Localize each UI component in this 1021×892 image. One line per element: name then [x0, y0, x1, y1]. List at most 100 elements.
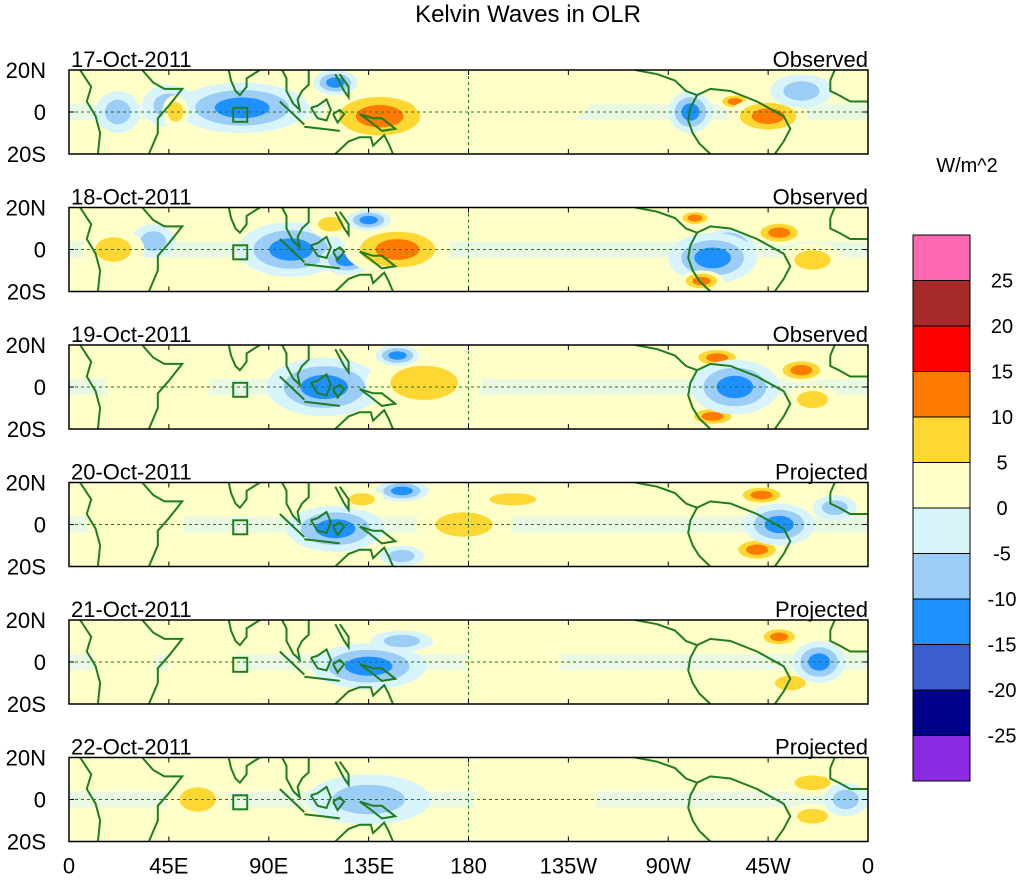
- colorbar-swatch: [912, 598, 971, 645]
- y-tick-label: 20N: [6, 608, 46, 633]
- chart-title: Kelvin Waves in OLR: [415, 1, 641, 28]
- coastline: [227, 482, 261, 510]
- coastline: [334, 545, 394, 567]
- y-tick-label: 0: [34, 650, 46, 675]
- coastline: [687, 369, 712, 429]
- coastline: [359, 250, 398, 270]
- colorbar-tick-label: 0: [996, 498, 1007, 520]
- anomaly-contour: [464, 645, 562, 679]
- coastline: [634, 620, 792, 704]
- anomaly-contour: [332, 784, 405, 815]
- coastline: [332, 796, 346, 812]
- coastline: [227, 70, 261, 97]
- coastline: [281, 70, 310, 113]
- anomaly-contour: [349, 493, 375, 506]
- y-tick-label: 20S: [7, 142, 46, 167]
- coastline: [79, 345, 102, 429]
- coastline: [310, 647, 332, 672]
- y-tick-label: 0: [34, 788, 46, 813]
- colorbar-tick-label: -10: [988, 589, 1017, 611]
- coastline: [634, 70, 792, 154]
- colorbar-swatch: [912, 644, 971, 691]
- anomaly-contour: [383, 634, 421, 648]
- coastline: [310, 372, 332, 397]
- colorbar-swatch: [912, 507, 971, 554]
- coastline: [79, 757, 102, 842]
- coastline: [281, 345, 310, 388]
- anomaly-contour: [326, 77, 345, 88]
- anomaly-contour: [794, 250, 831, 270]
- anomaly-contour: [770, 632, 789, 642]
- anomaly-contour: [687, 214, 703, 222]
- coastline: [334, 761, 350, 788]
- y-tick-label: 20N: [6, 333, 46, 358]
- colorbar-swatch: [912, 735, 971, 782]
- coastline: [334, 270, 394, 292]
- coastline: [332, 521, 346, 537]
- y-tick-label: 20N: [6, 471, 46, 496]
- region-box: [232, 794, 249, 811]
- coastline: [281, 207, 310, 251]
- anomaly-contour: [727, 98, 743, 105]
- coastline: [687, 94, 712, 154]
- x-tick-label: 0: [862, 854, 874, 879]
- anomaly-contour: [694, 247, 731, 269]
- coastline: [141, 70, 185, 154]
- coastline: [227, 345, 261, 372]
- region-box: [232, 106, 249, 123]
- coastline: [359, 663, 398, 682]
- panel-6: 20N 0 20S 22-Oct-2011 Projected: [6, 735, 869, 855]
- coastline: [359, 525, 398, 545]
- anomaly-contour: [774, 675, 806, 691]
- colorbar-swatch: [912, 371, 971, 418]
- region-box: [232, 519, 249, 536]
- colorbar-tick-label: -5: [993, 544, 1011, 566]
- anomaly-contour: [390, 486, 413, 496]
- region-box: [232, 244, 249, 261]
- anomaly-contour: [790, 365, 813, 376]
- panel-date: 21-Oct-2011: [71, 597, 192, 622]
- colorbar-tick-label: 10: [991, 407, 1013, 429]
- coastline: [279, 375, 305, 401]
- colorbar-swatch: [912, 553, 971, 600]
- coastline: [829, 757, 836, 769]
- panel-date: 19-Oct-2011: [71, 322, 192, 347]
- coastline: [334, 820, 394, 842]
- colorbar-swatch: [912, 416, 971, 463]
- panel-3: 20N 0 20S 19-Oct-2011 Observed: [6, 322, 869, 442]
- coastline: [332, 246, 346, 262]
- coastline: [334, 133, 394, 154]
- anomaly-contour: [750, 490, 773, 500]
- anomaly-contour: [821, 500, 848, 515]
- coastline: [334, 408, 394, 429]
- coastline: [281, 482, 310, 526]
- colorbar-tick-label: 20: [991, 316, 1013, 338]
- x-tick-label: 0: [63, 854, 75, 879]
- coastline: [829, 630, 868, 653]
- coastline: [310, 510, 332, 535]
- y-tick-label: 20N: [6, 196, 46, 221]
- coastline: [687, 507, 712, 567]
- coastline: [79, 620, 102, 704]
- coastline: [687, 232, 712, 292]
- colorbar-swatch: [912, 689, 971, 736]
- anomaly-contour: [481, 539, 544, 561]
- y-tick-label: 0: [34, 238, 46, 263]
- coastline: [310, 235, 332, 260]
- anomaly-contour: [489, 493, 537, 506]
- coastline: [141, 345, 185, 429]
- anomaly-contour: [317, 217, 344, 232]
- panel-status: Observed: [773, 322, 868, 347]
- coastline: [359, 388, 398, 407]
- anomaly-contour: [751, 108, 785, 124]
- colorbar-tick-label: -25: [988, 726, 1017, 748]
- coastline: [332, 108, 346, 125]
- anomaly-contour: [140, 231, 167, 251]
- anomaly-contour: [359, 215, 378, 225]
- anomaly-contour: [355, 105, 404, 128]
- coastline: [829, 207, 836, 219]
- coastline: [227, 620, 261, 647]
- colorbar: W/m^2 25 20 15 10 5 0 -5 -10 -15 -20 -25: [912, 155, 1017, 782]
- y-tick-label: 20N: [6, 58, 46, 83]
- coastline: [359, 800, 398, 820]
